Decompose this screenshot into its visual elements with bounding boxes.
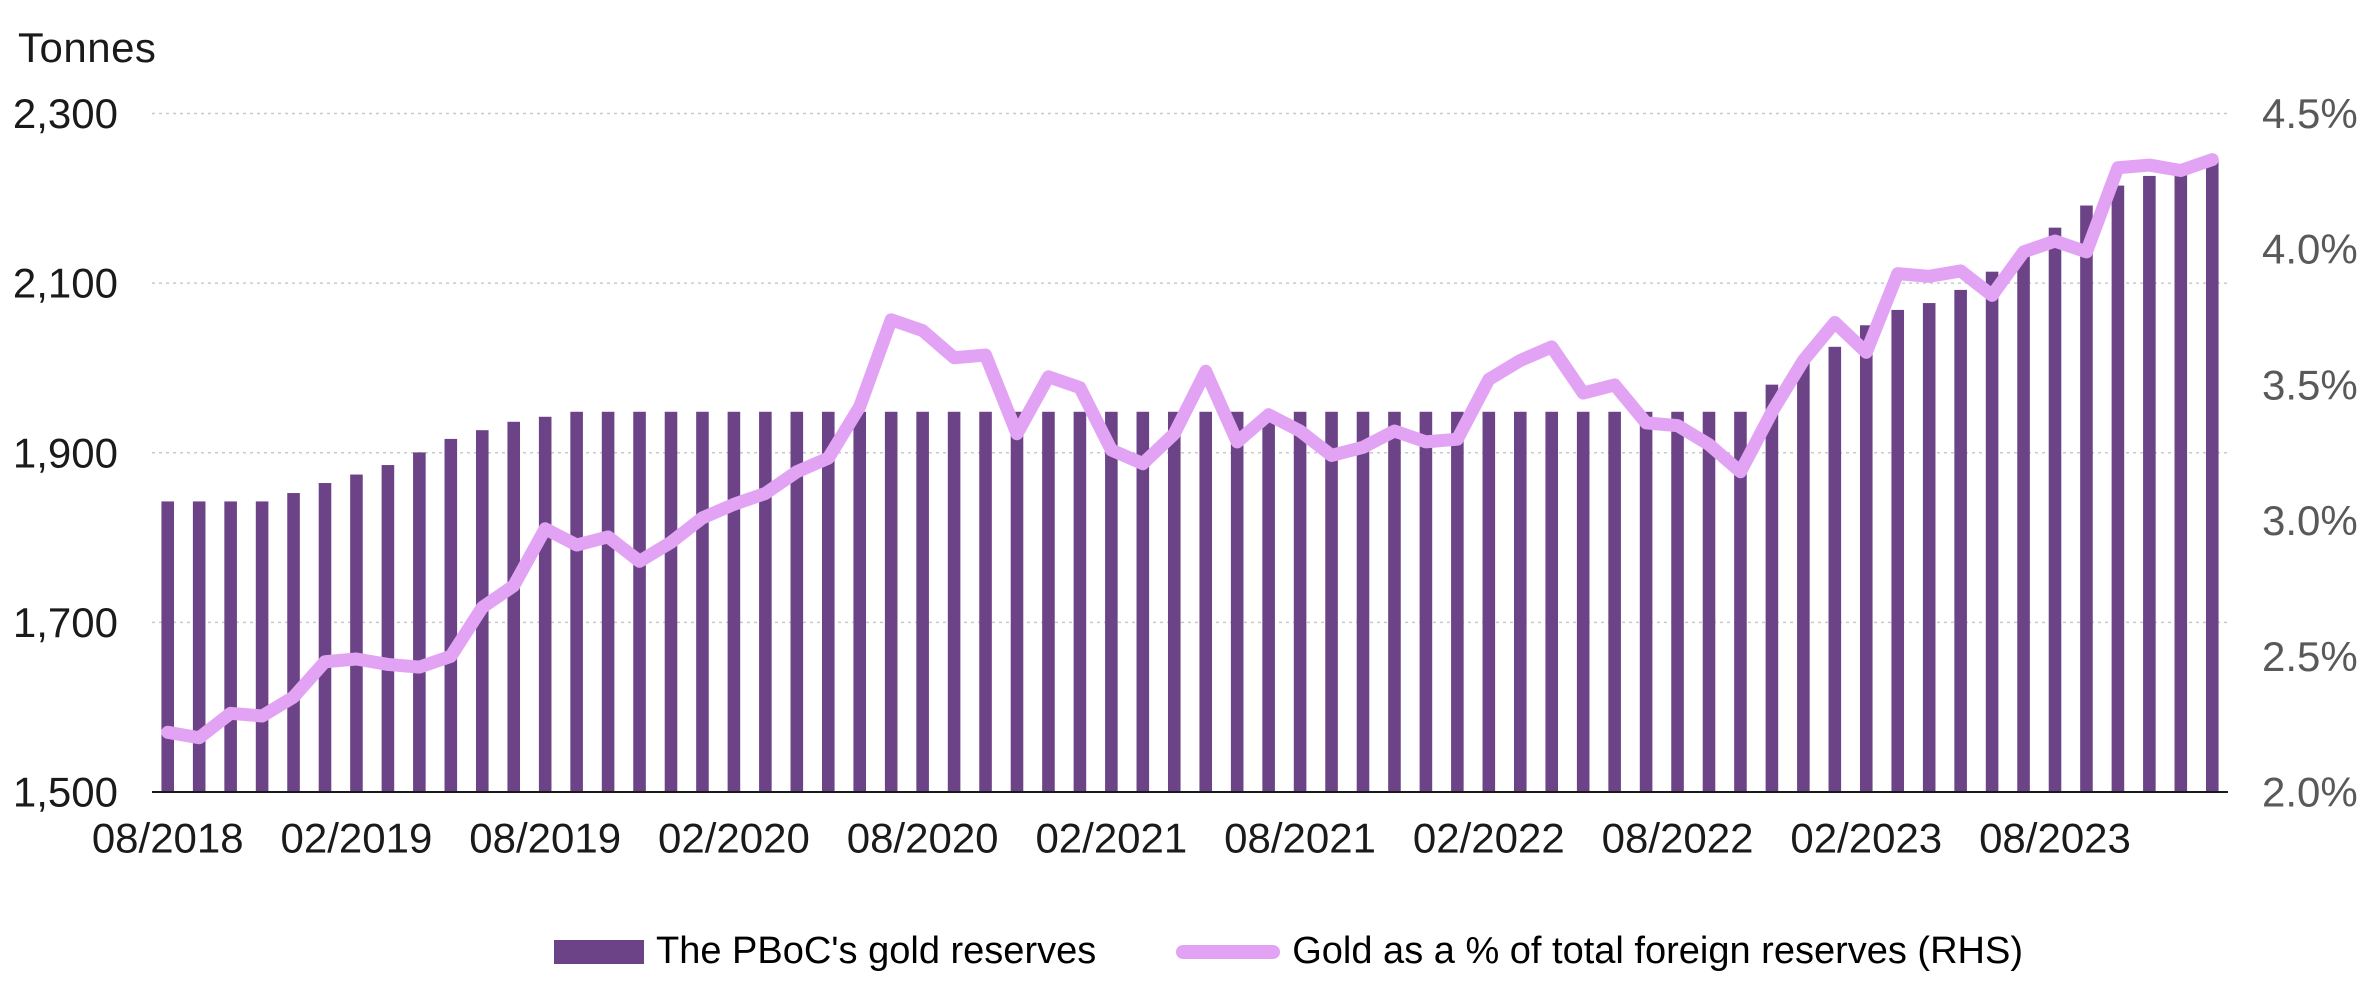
gold-reserves-bar xyxy=(570,411,583,792)
gold-reserves-bar xyxy=(1230,411,1244,792)
gold-reserves-bar xyxy=(1828,346,1842,792)
right-axis-tick-label: 4.5% xyxy=(2262,90,2358,137)
gold-reserves-bar xyxy=(255,501,269,792)
gold-reserves-bar xyxy=(1891,309,1905,792)
gold-reserves-bar xyxy=(1608,411,1621,792)
gold-reserves-bar xyxy=(1482,411,1496,792)
gold-reserves-bar xyxy=(1199,411,1213,792)
gold-reserves-bar xyxy=(853,411,867,792)
gold-reserves-bar xyxy=(601,411,615,792)
gold-reserves-bar xyxy=(1167,411,1181,792)
legend-item-gold-percent: Gold as a % of total foreign reserves (R… xyxy=(1176,930,2023,973)
gold-percent-line xyxy=(161,153,2219,745)
gold-reserves-bar xyxy=(1545,411,1559,792)
gold-reserves-bar xyxy=(350,474,363,792)
gold-reserves-bar xyxy=(1576,411,1590,792)
gold-reserves-bar xyxy=(2174,168,2188,792)
gold-reserves-bar xyxy=(2080,205,2093,793)
gold-reserves-bar xyxy=(413,452,426,792)
gold-reserves-bar xyxy=(318,483,332,792)
x-axis-tick-label: 02/2022 xyxy=(1413,815,1565,862)
right-axis-tick-label: 3.5% xyxy=(2262,361,2358,408)
x-axis-tick-label: 08/2023 xyxy=(1979,815,2131,862)
gold-reserves-bar xyxy=(979,411,992,792)
gold-reserves-bar xyxy=(1010,411,1024,792)
legend-label-gold-reserves: The PBoC's gold reserves xyxy=(656,930,1097,972)
x-axis-tick-label: 08/2020 xyxy=(847,815,999,862)
legend-item-gold-reserves: The PBoC's gold reserves xyxy=(554,930,1096,973)
gold-reserves-bar xyxy=(633,411,646,792)
x-axis-tick-label: 08/2018 xyxy=(92,815,244,862)
gold-reserves-bar xyxy=(1262,411,1275,792)
right-axis-tick-label: 2.5% xyxy=(2262,633,2358,680)
gold-reserves-bar xyxy=(821,411,835,792)
gold-reserves-bar xyxy=(916,411,929,792)
gold-reserves-bar xyxy=(2017,252,2030,792)
gold-reserves-bar xyxy=(1388,411,1401,792)
gold-reserves-bar xyxy=(1765,384,1779,792)
gold-reserves-bar xyxy=(1136,411,1150,792)
gold-reserves-bar xyxy=(1105,411,1118,792)
gold-reserves-bar xyxy=(1513,411,1527,792)
gold-reserves-bar xyxy=(1922,303,1936,792)
line-series-swatch xyxy=(1176,944,1281,959)
x-axis-tick-label: 08/2019 xyxy=(469,815,621,862)
gold-reserves-bar xyxy=(192,501,206,792)
x-axis-tick-label: 02/2021 xyxy=(1035,815,1187,862)
gold-reserves-bar xyxy=(947,411,961,792)
gold-reserves-bar xyxy=(1042,411,1055,792)
gold-reserves-bar xyxy=(664,411,678,792)
gold-reserves-bar xyxy=(2143,175,2156,792)
gold-reserves-bar xyxy=(538,416,552,792)
left-axis-tick-label: 1,900 xyxy=(13,429,118,476)
right-axis-tick-label: 3.0% xyxy=(2262,497,2358,544)
gold-reserves-bar xyxy=(1419,411,1433,792)
left-axis-title: Tonnes xyxy=(18,24,157,71)
gold-reserves-bar xyxy=(1671,411,1684,792)
left-axis-tick-label: 1,700 xyxy=(13,599,118,646)
left-axis-tick-label: 2,100 xyxy=(13,260,118,307)
gold-reserves-bar xyxy=(790,411,804,792)
right-axis-tick-label: 4.0% xyxy=(2262,226,2358,273)
gold-reserves-bar xyxy=(696,411,709,792)
legend-label-gold-percent: Gold as a % of total foreign reserves (R… xyxy=(1292,930,2023,972)
gold-reserves-bar xyxy=(1356,411,1370,792)
gold-reserves-bar xyxy=(1325,411,1338,792)
gold-reserves-bar xyxy=(884,411,898,792)
gold-reserves-bar xyxy=(727,411,741,792)
gold-reserves-bar xyxy=(1985,271,1999,793)
gold-reserves-bar xyxy=(1734,411,1747,792)
gold-reserves-bar xyxy=(224,501,237,792)
gold-reserves-bar xyxy=(1451,411,1464,792)
gold-reserves-bar xyxy=(1073,411,1087,792)
left-axis-tick-label: 2,300 xyxy=(13,90,118,137)
x-axis-tick-label: 08/2021 xyxy=(1224,815,1376,862)
gold-reserves-bar xyxy=(507,421,521,792)
left-axis-tick-label: 1,500 xyxy=(13,769,118,816)
gold-reserves-bar xyxy=(1859,325,1873,792)
x-axis-tick-label: 02/2020 xyxy=(658,815,810,862)
gold-reserves-bar xyxy=(1797,359,1810,792)
gold-reserves-bar xyxy=(759,411,772,792)
gold-reserves-bar xyxy=(444,438,458,792)
gold-reserves-bar xyxy=(287,493,300,792)
gold-reserves-bar xyxy=(1639,411,1653,792)
gold-reserves-bar xyxy=(2048,227,2062,793)
gold-reserves-bar xyxy=(2111,185,2125,792)
gold-reserves-bar xyxy=(1954,289,1967,792)
gold-reserves-bar xyxy=(381,465,395,792)
x-axis-tick-label: 08/2022 xyxy=(1602,815,1754,862)
x-axis-tick-label: 02/2023 xyxy=(1790,815,1942,862)
legend: The PBoC's gold reserves Gold as a % of … xyxy=(554,930,2023,973)
x-axis-tick-label: 02/2019 xyxy=(281,815,433,862)
right-axis-tick-label: 2.0% xyxy=(2262,769,2358,816)
gold-reserves-bar xyxy=(2205,159,2219,792)
gold-reserves-bar xyxy=(1702,411,1716,792)
gold-reserves-bar xyxy=(161,501,175,792)
bar-series-swatch xyxy=(554,939,644,964)
gold-reserves-bar xyxy=(1293,411,1307,792)
